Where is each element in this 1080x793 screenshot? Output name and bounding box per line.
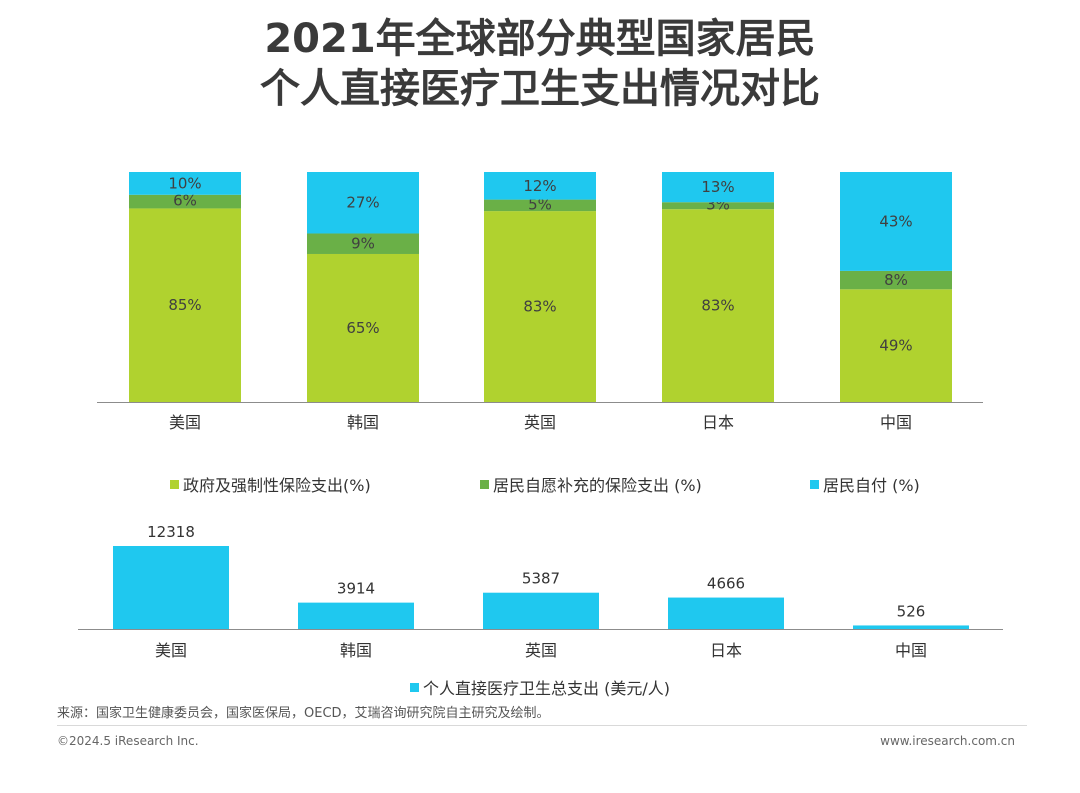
stacked-bar-self [129,172,241,195]
legend-swatch-total [410,682,420,692]
stacked-bar-label-insurance: 6% [173,192,197,210]
stacked-bar-self [307,172,419,234]
stacked-bar-label-government: 83% [523,298,556,316]
total-bar [483,592,599,629]
x-tick-label: 美国 [155,641,187,660]
x-tick-label: 美国 [169,413,201,432]
stacked-bar-government [662,209,774,402]
website-link[interactable]: www.iresearch.com.cn [880,734,1015,748]
stacked-chart-legend: 政府及强制性保险支出(%) 居民自愿补充的保险支出 (%) 居民自付 (%) [0,472,1080,496]
x-tick-label: 中国 [895,641,927,660]
stacked-bar-self [662,172,774,203]
stacked-bar-government [129,208,241,402]
legend-label-government: 政府及强制性保险支出(%) [183,476,371,495]
source-note: 来源：国家卫生健康委员会，国家医保局，OECD，艾瑞咨询研究院自主研究及绘制。 [57,706,550,721]
total-bar-value-label: 526 [897,602,926,620]
stacked-bar-self [484,172,596,200]
stacked-bar-label-self: 27% [346,194,379,212]
total-bar [853,625,969,629]
stacked-bar-insurance [129,194,241,209]
x-tick-label: 日本 [710,641,742,660]
total-bar-value-label: 5387 [522,570,560,588]
total-chart-legend: 个人直接医疗卫生总支出 (美元/人) [0,675,1080,699]
legend-swatch-self [810,479,819,489]
stacked-bar-label-government: 65% [346,319,379,337]
total-bar-value-label: 3914 [337,580,375,598]
total-bar-value-label: 12318 [147,523,195,541]
stacked-bar-insurance [484,199,596,212]
legend-label-insurance: 居民自愿补充的保险支出 (%) [493,476,702,495]
legend-swatch-insurance [480,479,489,489]
x-tick-label: 韩国 [347,413,379,432]
legend-label-total: 个人直接医疗卫生总支出 (美元/人) [423,679,670,698]
stacked-bar-insurance [662,202,774,210]
legend-item-government: 政府及强制性保险支出(%) [170,472,371,496]
stacked-bar-label-government: 49% [879,337,912,355]
copyright: ©2024.5 iResearch Inc. [57,734,199,748]
stacked-bar-label-self: 12% [523,177,556,195]
stacked-bar-label-insurance: 5% [528,195,552,213]
total-bar [668,597,784,629]
stacked-bar-label-self: 13% [701,178,734,196]
chart-title-line2: 个人直接医疗卫生支出情况对比 [260,66,820,112]
stacked-bar-label-insurance: 8% [884,271,908,289]
stacked-bar-label-government: 85% [168,296,201,314]
legend-item-insurance: 居民自愿补充的保险支出 (%) [480,472,702,496]
stacked-bar-insurance [840,270,952,290]
x-tick-label: 日本 [702,413,734,432]
stacked-bar-government [307,253,419,402]
stacked-bar-government [484,211,596,402]
footer-divider [57,725,1027,726]
x-tick-label: 中国 [880,413,912,432]
stacked-bar-label-self: 43% [879,212,912,230]
total-bar [298,602,414,629]
total-bar-value-label: 4666 [707,575,745,593]
stacked-bar-label-self: 10% [168,174,201,192]
chart-title: 2021年全球部分典型国家居民 个人直接医疗卫生支出情况对比 [0,14,1080,114]
total-bar [113,546,229,629]
stacked-bar-insurance [307,233,419,254]
legend-label-self: 居民自付 (%) [823,476,920,495]
x-tick-label: 韩国 [340,641,372,660]
legend-swatch-government [170,479,179,489]
stacked-bar-self [840,172,952,271]
stacked-bar-government [840,289,952,402]
stacked-bar-label-insurance: 9% [351,235,375,253]
x-tick-label: 英国 [524,413,556,432]
chart-title-line1: 2021年全球部分典型国家居民 [264,16,816,62]
stacked-bar-label-government: 83% [701,297,734,315]
x-tick-label: 英国 [525,641,557,660]
legend-item-self: 居民自付 (%) [810,472,920,496]
